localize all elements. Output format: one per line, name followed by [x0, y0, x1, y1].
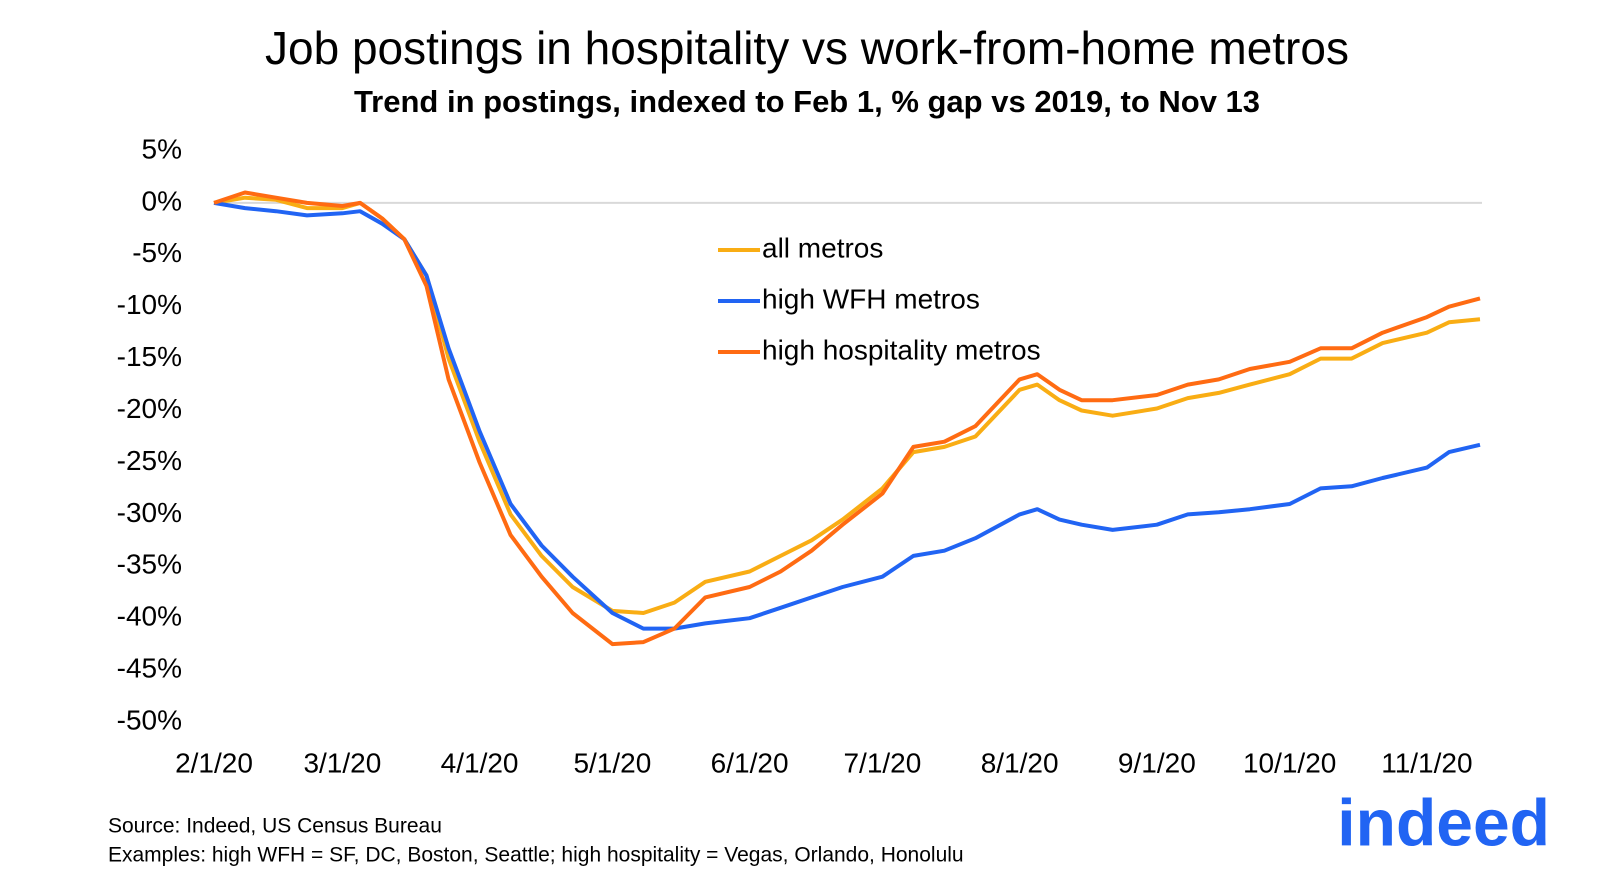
y-tick-label: -10% — [117, 289, 182, 320]
x-tick-label: 2/1/20 — [175, 747, 253, 778]
y-tick-label: -25% — [117, 445, 182, 476]
series-line — [213, 190, 1481, 647]
series-line — [213, 200, 1481, 631]
x-tick-label: 5/1/20 — [573, 747, 651, 778]
y-tick-label: -40% — [117, 601, 182, 632]
x-tick-label: 7/1/20 — [843, 747, 921, 778]
y-tick-label: -15% — [117, 341, 182, 372]
x-tick-label: 11/1/20 — [1381, 747, 1472, 778]
y-tick-label: -50% — [117, 704, 182, 735]
source-note: Source: Indeed, US Census Bureau — [108, 815, 442, 838]
x-tick-label: 4/1/20 — [441, 747, 519, 778]
x-tick-label: 8/1/20 — [981, 747, 1059, 778]
y-tick-label: -20% — [117, 393, 182, 424]
y-tick-label: 5% — [142, 133, 182, 164]
chart-subtitle: Trend in postings, indexed to Feb 1, % g… — [354, 84, 1260, 119]
y-tick-label: -45% — [117, 652, 182, 683]
legend-label: high hospitality metros — [762, 334, 1041, 365]
logo: indeed — [1337, 785, 1550, 859]
x-tick-label: 10/1/20 — [1243, 747, 1336, 778]
legend-label: all metros — [762, 232, 883, 263]
x-tick-label: 3/1/20 — [303, 747, 381, 778]
y-tick-label: -30% — [117, 497, 182, 528]
x-tick-label: 9/1/20 — [1118, 747, 1196, 778]
legend-label: high WFH metros — [762, 283, 980, 314]
y-tick-label: -35% — [117, 549, 182, 580]
y-tick-label: 0% — [142, 185, 182, 216]
x-tick-label: 6/1/20 — [711, 747, 789, 778]
chart-title: Job postings in hospitality vs work-from… — [265, 22, 1349, 74]
y-tick-label: -5% — [132, 237, 182, 268]
examples-note: Examples: high WFH = SF, DC, Boston, Sea… — [108, 844, 964, 867]
